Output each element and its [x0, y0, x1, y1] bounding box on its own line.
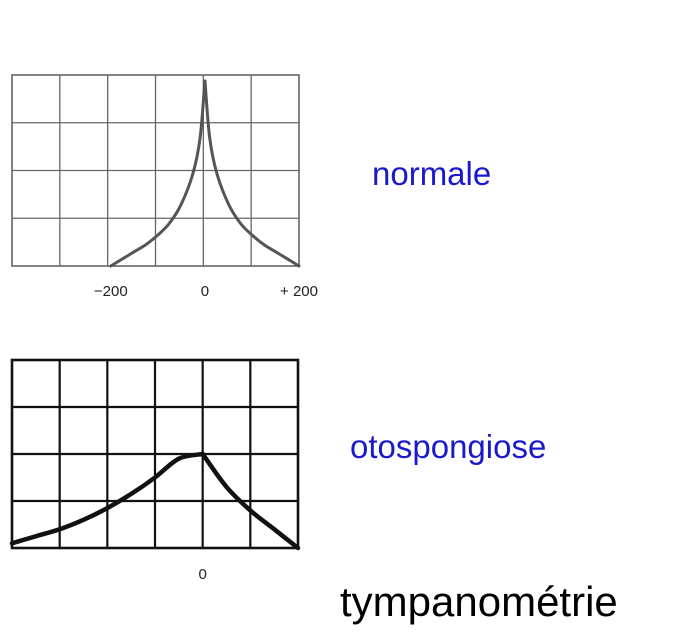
normale-label: normale — [372, 155, 492, 192]
x-tick-label: + 200 — [280, 283, 318, 300]
x-tick-label: 0 — [198, 566, 207, 583]
x-tick-label: 0 — [200, 283, 210, 300]
tympanometrie-caption: tympanométrie — [340, 578, 618, 625]
plot-frame — [10, 358, 300, 550]
x-tick-label: −200 — [93, 283, 128, 300]
grid — [12, 360, 298, 548]
tympanogram-curve — [9, 451, 301, 551]
otospongiose-label: otospongiose — [350, 428, 547, 465]
plot-frame — [11, 74, 300, 267]
tympanogram-curve — [109, 79, 301, 268]
